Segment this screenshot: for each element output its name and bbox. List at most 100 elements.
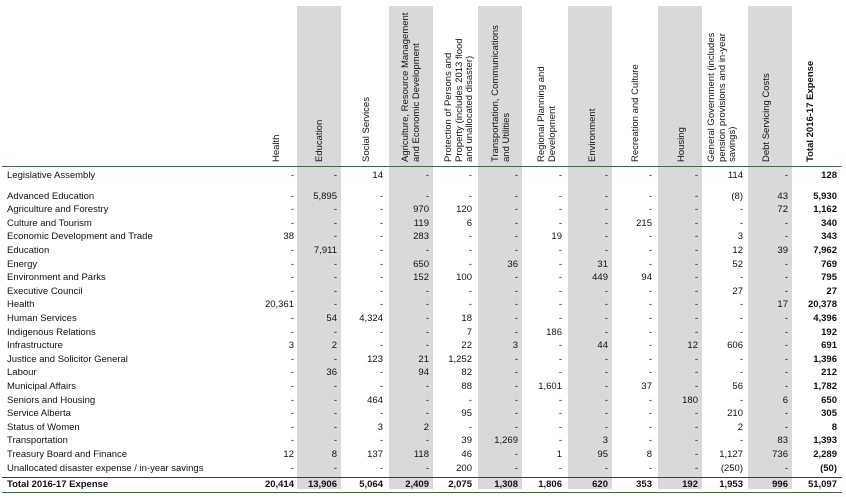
cell-environment: -: [604, 353, 608, 365]
cell-health: -: [290, 326, 294, 338]
cell-general: 114: [727, 170, 743, 181]
table-row: Indigenous Relations - - - - 7 - 186 - - - - - 192: [0, 326, 846, 340]
cell-regional: 1: [556, 448, 562, 460]
cell-education: -: [333, 272, 337, 284]
cell-education: -: [333, 408, 337, 420]
cell-debt: -: [784, 285, 788, 297]
row-label: Human Services: [7, 312, 77, 324]
cell-health: 20,361: [264, 299, 294, 311]
cell-transport: -: [514, 299, 518, 311]
column-header-recreation: Recreation and Culture: [630, 64, 642, 162]
cell-general: -: [739, 217, 743, 229]
row-label: Seniors and Housing: [7, 394, 96, 406]
cell-recreation: 94: [641, 272, 652, 284]
cell-general: -: [739, 272, 743, 284]
cell-protection: -: [468, 299, 472, 311]
cell-health: 20,414: [264, 479, 294, 490]
cell-regional: -: [558, 367, 562, 379]
cell-recreation: -: [648, 394, 652, 406]
row-label: Environment and Parks: [7, 272, 106, 284]
cell-general: -: [739, 299, 743, 311]
cell-total: 7,962: [813, 244, 837, 256]
cell-debt: -: [784, 462, 788, 474]
cell-housing: -: [694, 326, 698, 338]
cell-health: -: [290, 190, 294, 202]
cell-protection: 100: [456, 272, 472, 284]
cell-transport: 1,308: [494, 479, 518, 490]
cell-general: -: [739, 312, 743, 324]
table-row: Service Alberta - - - - 95 - - - - - 210 - 305: [0, 407, 846, 421]
cell-recreation: 353: [636, 479, 652, 490]
cell-debt: 996: [772, 479, 788, 490]
row-label: Unallocated disaster expense / in-year s…: [7, 462, 204, 474]
column-header-general: General Government (includes pension prov…: [706, 33, 739, 162]
column-header-total: Total 2016-17 Expense: [805, 61, 817, 162]
cell-social: 14: [372, 170, 383, 181]
cell-environment: -: [604, 170, 608, 181]
column-header-agri: Agriculture, Resource Management and Econ…: [400, 13, 422, 162]
cell-recreation: -: [648, 231, 652, 243]
cell-transport: -: [514, 448, 518, 460]
cell-housing: -: [694, 448, 698, 460]
cell-recreation: -: [648, 462, 652, 474]
cell-health: -: [290, 462, 294, 474]
cell-general: -: [739, 326, 743, 338]
cell-total: (50): [820, 462, 837, 474]
cell-general: 27: [732, 285, 743, 297]
cell-regional: 1,806: [538, 479, 562, 490]
cell-education: 13,906: [307, 479, 337, 490]
cell-recreation: 37: [641, 380, 652, 392]
cell-agri: -: [425, 190, 429, 202]
cell-environment: -: [604, 244, 608, 256]
cell-social: -: [379, 408, 383, 420]
cell-general: 1,953: [719, 479, 743, 490]
cell-housing: -: [694, 435, 698, 447]
cell-agri: -: [425, 394, 429, 406]
cell-transport: 1,269: [494, 435, 518, 447]
cell-protection: 88: [461, 380, 472, 392]
cell-protection: 1,252: [448, 353, 472, 365]
cell-social: -: [379, 272, 383, 284]
cell-debt: -: [784, 272, 788, 284]
cell-transport: -: [514, 170, 518, 181]
table-row: Culture and Tourism - - - 119 6 - - - 215 - - - 340: [0, 217, 846, 231]
cell-transport: -: [514, 217, 518, 229]
table-row: Unallocated disaster expense / in-year s…: [0, 462, 846, 476]
cell-social: 4,324: [359, 312, 383, 324]
cell-total: 305: [821, 408, 837, 420]
column-header-debt: Debt Servicing Costs: [761, 73, 773, 162]
cell-debt: -: [784, 326, 788, 338]
cell-housing: -: [694, 462, 698, 474]
cell-agri: 2: [423, 421, 429, 433]
header-rule: [2, 166, 842, 167]
cell-environment: -: [604, 204, 608, 216]
cell-social: -: [379, 299, 383, 311]
cell-general: -: [739, 353, 743, 365]
cell-agri: 118: [413, 448, 429, 460]
cell-environment: -: [604, 299, 608, 311]
cell-regional: -: [558, 408, 562, 420]
cell-total: 343: [821, 231, 837, 243]
cell-regional: -: [558, 258, 562, 270]
cell-agri: -: [425, 244, 429, 256]
cell-health: -: [290, 367, 294, 379]
cell-general: 1,127: [719, 448, 743, 460]
cell-housing: -: [694, 285, 698, 297]
table-row: Environment and Parks - - - 152 100 - - 449 94 - - -…: [0, 271, 846, 285]
cell-total: 340: [821, 217, 837, 229]
cell-social: -: [379, 190, 383, 202]
row-label: Labour: [7, 367, 37, 379]
cell-regional: -: [558, 353, 562, 365]
column-header-line: Debt Servicing Costs: [761, 73, 772, 162]
cell-recreation: 215: [636, 217, 652, 229]
column-header-line: savings): [727, 126, 738, 162]
row-label: Economic Development and Trade: [7, 231, 153, 243]
cell-recreation: 8: [646, 448, 652, 460]
cell-transport: -: [514, 353, 518, 365]
cell-housing: -: [694, 231, 698, 243]
column-header-line: and unallocated disaster): [464, 55, 475, 162]
table-row: Agriculture and Forestry - - - 970 120 - - - - - - 7…: [0, 203, 846, 217]
cell-protection: 82: [461, 367, 472, 379]
cell-environment: 31: [597, 258, 608, 270]
row-label: Executive Council: [7, 285, 83, 297]
